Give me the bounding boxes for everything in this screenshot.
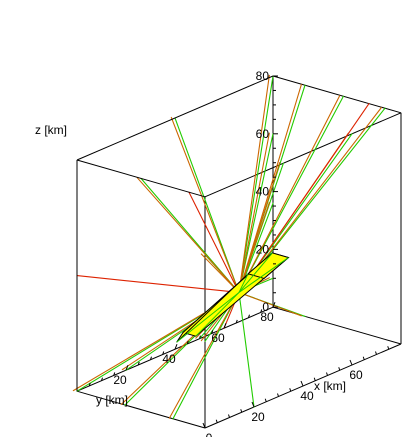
box-edge <box>76 159 206 198</box>
y-axis-minor-tick <box>186 340 189 345</box>
y-axis-minor-tick <box>101 377 103 381</box>
x-axis-minor-tick <box>228 414 230 418</box>
ray-path <box>170 116 240 294</box>
z-axis-tick-label: 0 <box>262 300 269 314</box>
y-axis-tick <box>223 323 227 329</box>
box-edge <box>272 75 402 114</box>
y-axis-minor-tick <box>199 335 201 339</box>
ray-path <box>238 252 273 293</box>
x-axis-tick <box>251 401 255 408</box>
y-axis-minor-tick <box>248 314 250 318</box>
x-axis-tick <box>300 380 304 387</box>
x-axis-minor-tick <box>362 356 365 360</box>
y-axis-tick-label: 60 <box>211 331 225 345</box>
x-axis-minor-tick <box>289 388 292 392</box>
z-axis-label: z [km] <box>35 123 67 137</box>
ray-path <box>238 75 274 294</box>
ray-path <box>76 275 240 294</box>
y-axis-minor-tick <box>137 361 140 366</box>
y-axis-tick-label: 80 <box>260 310 274 324</box>
y-axis-minor-tick <box>113 372 116 376</box>
y-axis-label: y [km] <box>96 393 128 407</box>
ray-path <box>238 291 255 408</box>
axis-labels: z [km] y [km] x [km] <box>35 123 346 407</box>
z-axis-tick-label: 60 <box>256 127 270 141</box>
source-region <box>176 252 290 343</box>
x-axis-tick-label: 0 <box>206 431 213 437</box>
ray-path <box>172 291 240 420</box>
ray-path <box>238 103 370 294</box>
x-axis-tick <box>202 422 206 429</box>
ray-paths <box>72 74 386 420</box>
x-axis-minor-tick <box>240 409 243 413</box>
y-axis-minor-tick <box>211 330 214 334</box>
y-axis-tick-label: 20 <box>113 373 127 387</box>
x-axis-minor-tick <box>387 346 390 350</box>
ray-path <box>195 292 240 337</box>
axis-ticks: 020406080204060800204060 <box>88 69 390 437</box>
ray-path <box>238 133 274 294</box>
y-axis-tick <box>125 365 129 371</box>
ray-path <box>188 191 240 294</box>
x-axis-minor-tick <box>338 367 341 371</box>
box-edge <box>76 390 206 429</box>
ray-path <box>238 95 344 294</box>
box-edge <box>76 75 274 161</box>
ray-path <box>238 95 341 294</box>
x-axis-minor-tick <box>375 351 377 355</box>
y-axis-minor-tick <box>162 351 165 355</box>
ray-path <box>238 273 249 293</box>
y-axis-minor-tick <box>235 319 238 324</box>
z-axis-tick-label: 20 <box>256 242 270 256</box>
z-axis-tick-label: 40 <box>256 185 270 199</box>
ray-path <box>176 292 240 343</box>
ray-path <box>136 177 240 294</box>
y-axis-tick-label: 40 <box>162 352 176 366</box>
ray-path <box>238 132 270 294</box>
ray-path <box>238 291 302 317</box>
ray-path <box>238 74 270 294</box>
ray-path <box>168 291 240 419</box>
x-axis-label: x [km] <box>314 379 346 393</box>
y-axis-minor-tick <box>260 309 263 313</box>
x-axis-minor-tick <box>313 377 316 381</box>
y-axis-tick <box>272 302 276 308</box>
ray-path <box>238 257 289 293</box>
box-edge <box>204 112 402 198</box>
y-axis-tick <box>174 344 178 350</box>
x-axis-tick <box>349 359 353 366</box>
bounding-box-front-edges <box>76 75 274 392</box>
x-axis-minor-tick <box>326 372 328 376</box>
x-axis-minor-tick <box>277 393 279 397</box>
x-axis-minor-tick <box>215 419 218 423</box>
y-axis-minor-tick <box>88 382 91 387</box>
y-axis-minor-tick <box>150 356 152 360</box>
z-axis-tick-label: 80 <box>256 69 270 83</box>
x-axis-minor-tick <box>264 398 267 402</box>
x-axis-tick-label: 60 <box>349 368 363 382</box>
x-axis-tick-label: 40 <box>300 389 314 403</box>
x-axis-tick-label: 20 <box>251 410 265 424</box>
